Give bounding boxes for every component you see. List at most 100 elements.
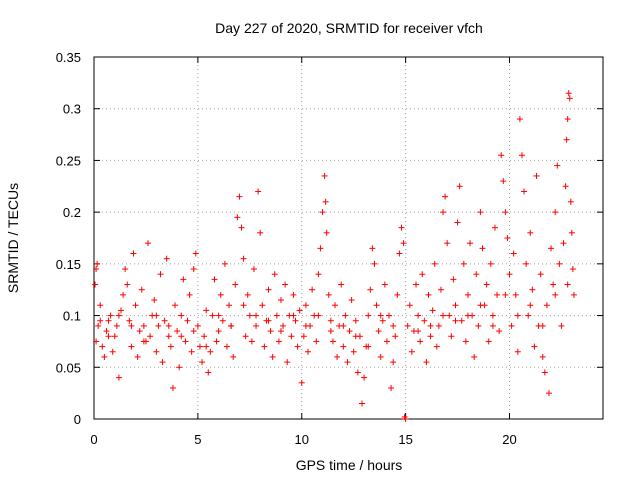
data-point <box>361 374 368 381</box>
data-point <box>172 302 179 309</box>
data-point <box>570 291 577 298</box>
data-point <box>512 291 519 298</box>
data-point <box>565 90 572 97</box>
data-point <box>255 188 262 195</box>
data-point <box>140 338 147 345</box>
x-tick-label: 20 <box>502 432 516 447</box>
data-point <box>313 338 320 345</box>
data-point <box>223 343 230 350</box>
data-point <box>452 317 459 324</box>
data-point <box>151 297 158 304</box>
data-point <box>390 359 397 366</box>
y-tick-label: 0.2 <box>63 205 81 220</box>
data-point <box>350 348 357 355</box>
data-point <box>464 312 471 319</box>
data-point <box>257 229 264 236</box>
data-point <box>323 229 330 236</box>
data-point <box>413 281 420 288</box>
plot-frame <box>93 56 604 420</box>
data-point <box>211 276 218 283</box>
data-point <box>448 333 455 340</box>
data-point <box>352 333 359 340</box>
data-point <box>155 322 162 329</box>
tick-labels: 0 5 10 15 20 0 0.05 0.1 0.15 0.2 0.25 0.3 0.35 <box>56 50 517 447</box>
data-point <box>365 343 372 350</box>
data-point <box>248 338 255 345</box>
data-point <box>415 312 422 319</box>
data-point <box>309 286 316 293</box>
data-point <box>560 240 567 247</box>
data-point <box>302 322 309 329</box>
data-point <box>205 369 212 376</box>
data-point <box>541 369 548 376</box>
y-tick-label: 0.1 <box>63 309 81 324</box>
data-point <box>165 322 172 329</box>
data-point <box>554 162 561 169</box>
data-point <box>138 286 145 293</box>
data-point <box>115 312 122 319</box>
data-point <box>558 322 565 329</box>
data-point <box>429 307 436 314</box>
data-point <box>234 214 241 221</box>
data-point <box>477 209 484 216</box>
data-point <box>568 229 575 236</box>
data-point <box>329 338 336 345</box>
data-point <box>437 286 444 293</box>
data-point <box>240 302 247 309</box>
data-point <box>406 302 413 309</box>
data-point <box>253 322 260 329</box>
data-point <box>302 302 309 309</box>
data-point <box>240 255 247 262</box>
data-point <box>504 235 511 241</box>
data-point <box>265 317 272 324</box>
data-point <box>548 245 555 252</box>
data-point <box>124 281 131 288</box>
data-point <box>163 255 170 262</box>
data-point <box>408 348 415 355</box>
data-point <box>506 271 513 278</box>
data-point <box>317 245 324 252</box>
data-point <box>126 317 133 324</box>
data-point <box>128 322 135 329</box>
data-point <box>145 240 152 247</box>
data-point <box>446 312 453 319</box>
data-point <box>331 302 338 309</box>
data-point <box>373 302 380 309</box>
data-point <box>359 400 366 407</box>
data-point <box>352 317 359 324</box>
x-tick-label: 0 <box>90 432 97 447</box>
data-point <box>467 240 474 247</box>
data-point <box>435 322 442 329</box>
data-point <box>174 328 181 335</box>
x-tick-label: 15 <box>398 432 412 447</box>
data-point <box>147 333 154 340</box>
data-point <box>392 333 399 340</box>
data-point <box>101 353 108 360</box>
data-point <box>273 312 280 319</box>
data-point <box>552 291 559 298</box>
data-point <box>487 260 494 267</box>
data-point <box>315 312 322 319</box>
data-point <box>167 343 174 350</box>
data-point <box>340 322 347 329</box>
data-point <box>523 260 530 267</box>
data-point <box>292 317 299 324</box>
data-point <box>377 353 384 360</box>
x-axis-label: GPS time / hours <box>296 457 403 473</box>
data-point <box>265 286 272 293</box>
data-point <box>113 322 120 329</box>
data-point <box>105 333 112 340</box>
data-point <box>402 416 409 422</box>
data-point <box>491 224 498 231</box>
data-point <box>230 353 237 360</box>
data-point <box>371 260 378 267</box>
data-point <box>537 271 544 278</box>
data-point <box>134 353 141 360</box>
data-point <box>342 312 349 319</box>
data-point <box>440 312 447 319</box>
data-point <box>367 286 374 293</box>
data-point <box>122 266 129 273</box>
data-point <box>275 338 282 345</box>
data-point <box>136 328 143 335</box>
